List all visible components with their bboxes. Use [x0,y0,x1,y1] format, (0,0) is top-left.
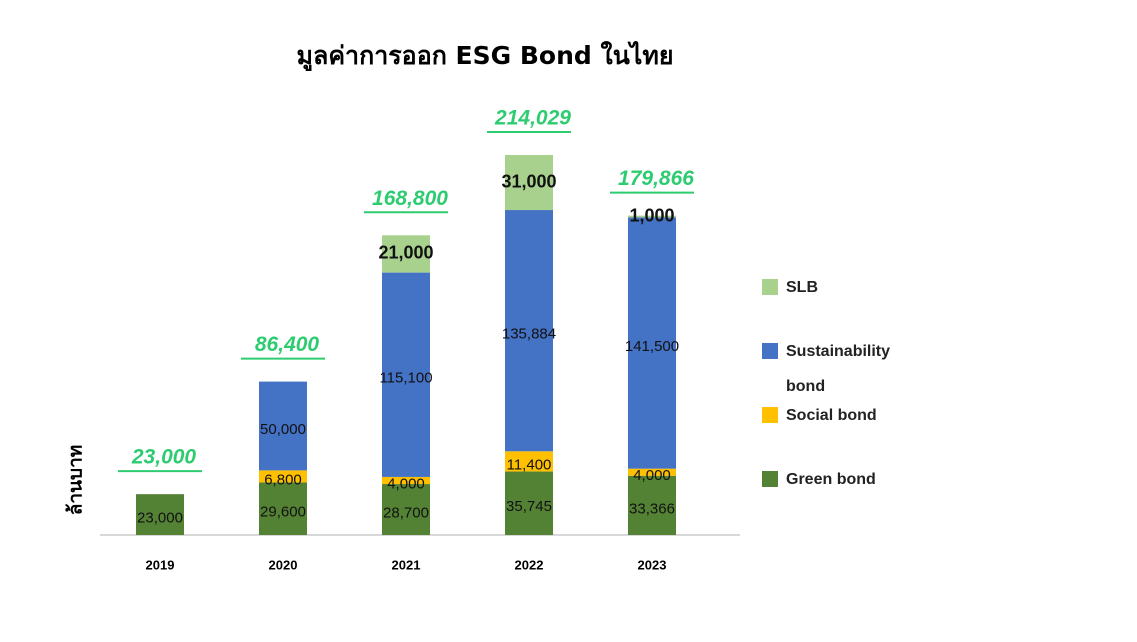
bar-segment [136,494,184,535]
x-tick-label: 2019 [146,557,175,572]
legend: SLB Sustainability bond Social bond Green b… [762,278,912,534]
bar-segment [382,484,430,535]
legend-swatch [762,343,778,359]
data-label: 115,100 [379,370,432,387]
bar-segment [259,470,307,483]
legend-item: Green bond [762,462,912,534]
data-label: 23,000 [137,510,183,527]
legend-item: Sustainability bond [762,334,912,406]
total-label: 179,866 [618,167,694,190]
x-tick-label: 2023 [638,557,667,572]
bar-segment [628,468,676,476]
bar-segment [505,451,553,472]
bar-segment [259,482,307,535]
total-label: 23,000 [131,446,197,469]
data-label: 35,745 [506,498,552,515]
bar-segment [259,381,307,471]
bar-segment [628,215,676,218]
data-label: 1,000 [629,205,674,225]
bar-segment [505,155,553,211]
total-label: 86,400 [255,333,320,356]
x-tick-label: 2020 [269,557,298,572]
data-label: 141,500 [625,338,679,355]
chart-title: มูลค่าการออก ESG Bond ในไทย [297,40,674,72]
data-label: 31,000 [501,171,556,191]
bar-segment [505,471,553,535]
bar-segment [382,476,430,485]
data-label: 135,884 [502,326,556,343]
legend-item: Social bond [762,398,912,470]
legend-swatch [762,279,778,295]
data-label: 33,366 [629,500,675,517]
bar-segment [505,210,553,452]
legend-item: SLB [762,270,912,342]
data-label: 11,400 [507,456,552,473]
data-label: 29,600 [260,504,306,521]
legend-label: Sustainability bond [786,343,891,395]
x-tick-label: 2021 [392,557,421,572]
data-label: 50,000 [260,421,306,438]
x-tick-label: 2022 [515,557,544,572]
legend-swatch [762,471,778,487]
data-label: 4,000 [387,475,425,492]
bar-segment [628,475,676,535]
bar-segment [382,235,430,273]
y-axis-label: ล้านบาท [65,445,87,516]
legend-label: Green bond [786,471,876,488]
data-label: 28,700 [383,504,429,521]
total-label: 168,800 [372,187,448,210]
bar-segment [628,217,676,469]
bar-segment [382,272,430,477]
data-label: 21,000 [378,243,433,263]
legend-label: SLB [786,279,818,296]
legend-swatch [762,407,778,423]
legend-label: Social bond [786,407,877,424]
data-label: 6,800 [264,471,302,488]
total-label: 214,029 [494,107,571,130]
data-label: 4,000 [633,467,671,484]
